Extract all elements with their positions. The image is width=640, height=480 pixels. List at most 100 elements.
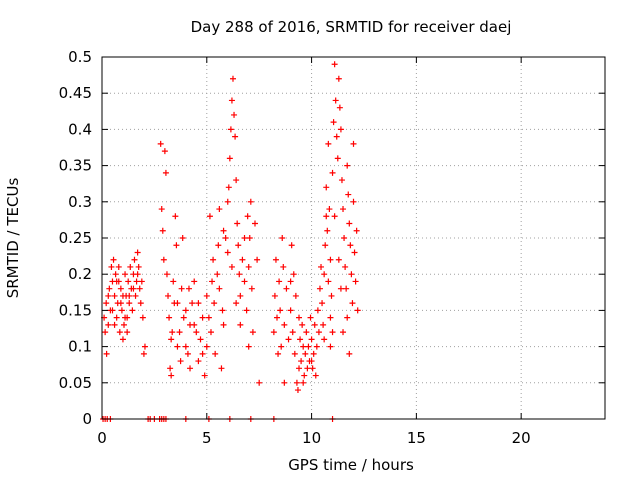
data-point	[113, 314, 120, 321]
data-point	[227, 126, 234, 133]
data-point	[348, 271, 355, 278]
data-point	[322, 242, 329, 249]
data-point	[119, 292, 126, 299]
data-point	[278, 343, 285, 350]
y-tick-label: 0.15	[59, 301, 92, 319]
data-point	[281, 379, 288, 386]
data-point	[185, 285, 192, 292]
data-point	[327, 343, 334, 350]
data-point	[334, 155, 341, 162]
data-point	[316, 285, 323, 292]
data-point	[340, 206, 347, 213]
data-point	[293, 379, 300, 386]
data-point	[163, 271, 170, 278]
data-point	[195, 358, 202, 365]
data-point	[216, 206, 223, 213]
data-point	[224, 198, 231, 205]
data-point	[177, 358, 184, 365]
x-tick-label: 15	[407, 429, 426, 447]
data-point	[276, 278, 283, 285]
data-point	[205, 314, 212, 321]
data-point	[167, 365, 174, 372]
data-point	[119, 336, 126, 343]
data-point	[237, 321, 244, 328]
data-point	[209, 278, 216, 285]
data-point	[180, 314, 187, 321]
data-point	[191, 321, 198, 328]
data-point	[225, 184, 232, 191]
data-point	[350, 140, 357, 147]
plot-frame	[101, 56, 606, 420]
data-point	[218, 365, 225, 372]
data-point	[313, 343, 320, 350]
data-point	[168, 336, 175, 343]
data-point	[310, 350, 317, 357]
data-point	[349, 300, 356, 307]
data-point	[215, 242, 222, 249]
data-point	[297, 336, 304, 343]
data-point	[106, 285, 113, 292]
data-point	[170, 278, 177, 285]
y-tick-label: 0.3	[68, 193, 92, 211]
data-point	[323, 213, 330, 220]
data-point	[318, 263, 325, 270]
data-point	[117, 300, 124, 307]
data-point	[111, 292, 118, 299]
data-point	[336, 104, 343, 111]
y-tick-label: 0.5	[68, 48, 92, 66]
data-point	[320, 321, 327, 328]
data-point	[232, 133, 239, 140]
data-point	[302, 350, 309, 357]
data-point	[326, 206, 333, 213]
data-point	[115, 263, 122, 270]
data-point	[108, 263, 115, 270]
data-point	[220, 321, 227, 328]
data-point	[140, 350, 147, 357]
data-point	[271, 292, 278, 299]
data-point	[224, 249, 231, 256]
data-point	[337, 285, 344, 292]
data-point	[353, 227, 360, 234]
data-point	[117, 285, 124, 292]
data-point	[337, 126, 344, 133]
data-point	[187, 365, 194, 372]
data-point	[254, 256, 261, 263]
ticks-layer: 0 0.05 0.1 0.15 0.2 0.25 0.3 0.35 0.4 0.45 0.5 0 5 10…	[59, 48, 605, 447]
data-point	[247, 198, 254, 205]
data-point	[201, 372, 208, 379]
data-point	[173, 242, 180, 249]
data-point	[220, 227, 227, 234]
data-point	[212, 350, 219, 357]
data-point	[136, 285, 143, 292]
data-point	[347, 242, 354, 249]
y-tick-label: 0	[82, 410, 92, 428]
data-point	[236, 271, 243, 278]
data-point	[134, 249, 141, 256]
data-point	[105, 292, 112, 299]
data-point	[137, 300, 144, 307]
data-point	[207, 329, 214, 336]
data-point	[210, 256, 217, 263]
data-point	[219, 307, 226, 314]
data-point	[158, 206, 165, 213]
data-point	[325, 140, 332, 147]
y-tick-label: 0.05	[59, 374, 92, 392]
data-point	[125, 278, 132, 285]
data-point	[161, 148, 168, 155]
data-point	[235, 242, 242, 249]
data-point	[335, 256, 342, 263]
data-point	[135, 263, 142, 270]
data-point	[243, 307, 250, 314]
data-point	[130, 285, 137, 292]
data-point	[165, 292, 172, 299]
data-point	[350, 198, 357, 205]
data-point	[233, 177, 240, 184]
data-point	[308, 358, 315, 365]
data-point	[121, 321, 128, 328]
data-point	[166, 314, 173, 321]
data-point	[174, 343, 181, 350]
data-point	[338, 177, 345, 184]
data-point	[182, 307, 189, 314]
data-point	[245, 263, 252, 270]
